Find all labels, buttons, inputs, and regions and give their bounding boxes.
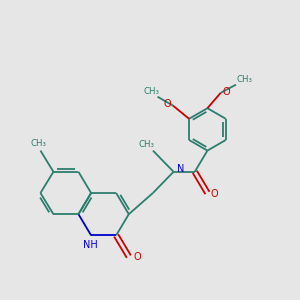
Text: CH₃: CH₃ xyxy=(143,87,159,96)
Text: O: O xyxy=(164,99,171,109)
Text: CH₃: CH₃ xyxy=(139,140,154,148)
Text: CH₃: CH₃ xyxy=(30,139,46,148)
Text: NH: NH xyxy=(83,240,98,250)
Text: N: N xyxy=(177,164,184,174)
Text: CH₃: CH₃ xyxy=(236,75,252,84)
Text: O: O xyxy=(211,190,219,200)
Text: O: O xyxy=(133,252,141,262)
Text: O: O xyxy=(222,87,230,97)
